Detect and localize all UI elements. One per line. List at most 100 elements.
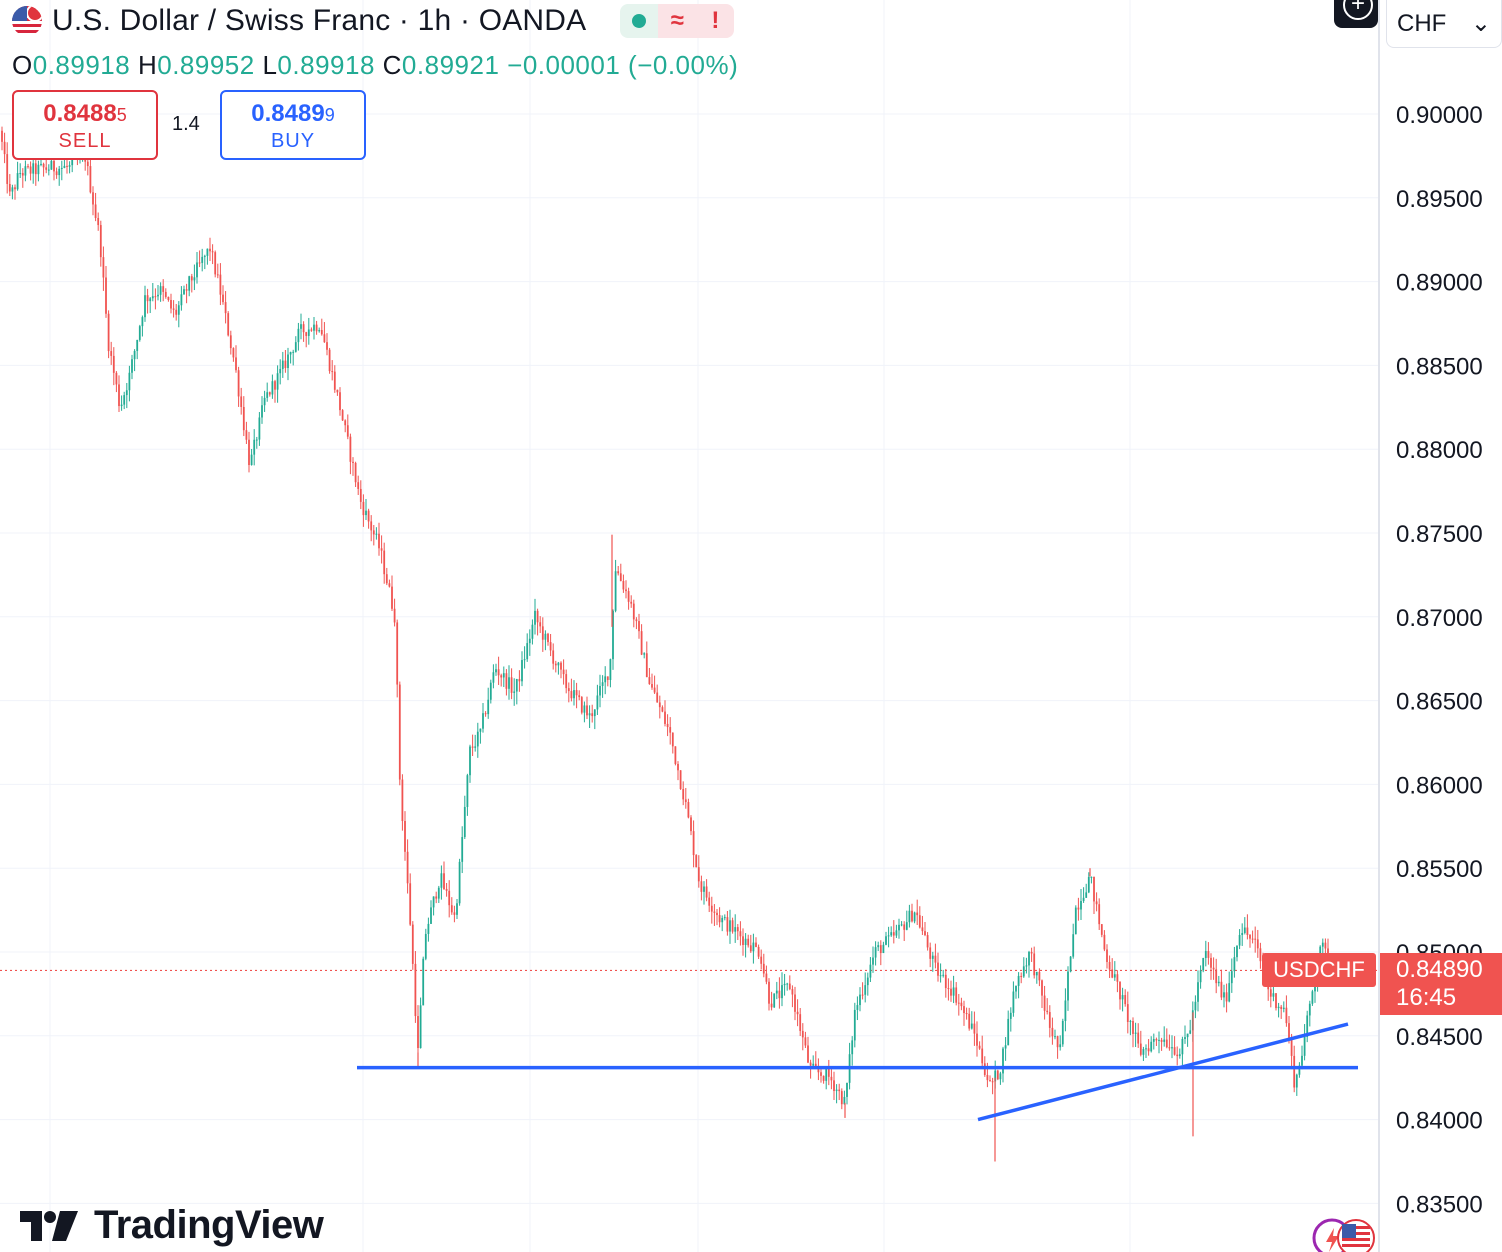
candle-body [877,945,880,948]
candle-body [931,955,934,959]
candle-body [1002,1048,1004,1074]
candle-body [1204,951,1207,959]
tradingview-logo[interactable]: TradingView [20,1203,324,1248]
candle-body [963,1006,965,1014]
candle-body [1087,877,1090,893]
candle-body [341,410,344,421]
candle-body [419,1005,422,1049]
candle-body [614,571,617,611]
candle-body [554,663,557,666]
candle-body [630,601,633,604]
candle-body [612,610,614,660]
candle-body [292,351,295,353]
candle-body [536,610,539,623]
candle-body [404,821,406,852]
candle-body [370,521,373,531]
candle-body [242,406,245,431]
candle-body [1324,942,1327,949]
candle-body [1124,995,1127,1005]
price-tick-label: 0.88000 [1396,437,1483,464]
warning-icon[interactable]: ! [696,4,735,38]
candle-body [1085,892,1088,898]
candle-body [450,905,453,913]
candle-body [1139,1043,1142,1055]
trend-line[interactable] [977,1022,1349,1122]
candle-body [822,1075,825,1081]
candle-body [851,1040,854,1055]
open-label: O [12,50,33,80]
symbol-price-label: USDCHF [1262,953,1376,987]
candle-body [1041,980,1043,996]
candle-body [625,589,627,592]
candle-body [804,1037,807,1046]
candle-body [222,294,224,303]
candle-body [1028,951,1030,966]
candle-body [747,938,750,946]
candle-body [1168,1047,1171,1049]
price-tick-label: 0.87000 [1396,605,1483,632]
candle-body [669,727,672,733]
candle-body [588,713,591,716]
candle-body [1015,985,1017,992]
buy-button[interactable]: 0.84899 BUY [220,90,366,160]
candle-body [463,806,466,838]
candle-body [1100,924,1103,935]
candle-body [201,256,204,263]
price-tick-label: 0.88500 [1396,353,1483,380]
candle-body [781,985,783,999]
candle-body [794,994,796,1012]
data-delay-icon[interactable]: ≈ [658,4,697,38]
candle-body [960,1002,963,1007]
candle-body [619,573,622,582]
add-button[interactable] [1334,0,1378,28]
candle-body [188,276,191,291]
candle-body [1215,969,1218,984]
candle-body [193,277,196,281]
candle-body [783,983,786,986]
currency-select[interactable]: CHF ⌄ [1386,0,1502,48]
candle-body [996,1070,999,1080]
candle-body [1108,961,1111,970]
candle-body [1064,1000,1067,1021]
sell-button[interactable]: 0.84885 SELL [12,90,158,160]
candle-body [1119,981,1121,1000]
candle-body [261,405,263,418]
candle-body [903,924,906,930]
candle-body [1054,1036,1056,1038]
candle-body [112,355,115,373]
candle-body [266,392,269,398]
candle-body [565,674,568,689]
candle-body [346,425,349,437]
candle-body [1199,970,1202,983]
candle-body [97,217,100,226]
change-value: −0.00001 (−0.00%) [507,50,739,80]
candle-body [1051,1027,1054,1037]
drawings[interactable] [357,1022,1358,1122]
candle-body [367,510,370,522]
low-value: 0.89918 [277,50,375,80]
candle-body [1207,951,1210,958]
candle-body [658,702,661,708]
candle-body [1132,1021,1134,1034]
candle-body [1212,967,1215,970]
candle-body [497,669,500,676]
candle-body [840,1091,843,1105]
candle-body [456,903,458,915]
candle-body [638,621,640,632]
candle-body [601,682,604,686]
candle-body [1277,1006,1280,1009]
candle-body [492,672,495,683]
candle-body [950,988,952,996]
price-axis[interactable]: 0.90000 0.89500 0.89000 0.88500 0.88000 0.875… [1396,102,1483,1218]
market-status-group[interactable]: ≈ ! [620,4,735,38]
candle-body [1059,1044,1062,1048]
candle-body [198,262,201,264]
candle-body [16,173,19,190]
market-open-icon[interactable] [620,4,659,38]
symbol-title[interactable]: U.S. Dollar / Swiss Franc · 1h · OANDA [52,4,587,37]
candle-body [1095,901,1098,905]
candle-body [159,286,162,295]
symbol-flags-badge-icon[interactable] [1312,1218,1376,1252]
candle-body [94,204,97,218]
